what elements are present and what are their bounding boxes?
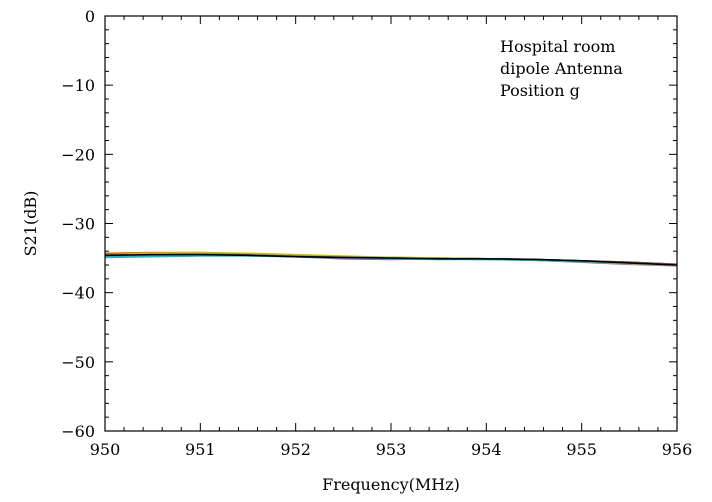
y-tick-label: 0 — [85, 7, 95, 26]
tick-layer: 950 951 952 953 954 955 956 0 −10 −20 −30 −40 −50 −60 — [61, 7, 692, 459]
y-tick-label: −50 — [61, 353, 95, 372]
x-tick-label: 956 — [662, 440, 693, 459]
x-tick-label: 954 — [471, 440, 502, 459]
annotation-line-3: Position g — [500, 81, 580, 100]
y-tick-label: −10 — [61, 76, 95, 95]
y-tick-label: −20 — [61, 145, 95, 164]
series-line-9 — [104, 253, 678, 266]
x-tick-label: 953 — [376, 440, 407, 459]
x-axis-label: Frequency(MHz) — [322, 475, 460, 494]
x-tick-label: 955 — [566, 440, 597, 459]
y-tick-label: −60 — [61, 422, 95, 441]
x-tick-label: 952 — [280, 440, 311, 459]
y-axis-label: S21(dB) — [21, 191, 40, 257]
series-layer — [104, 251, 678, 267]
y-tick-label: −40 — [61, 284, 95, 303]
y-tick-label: −30 — [61, 215, 95, 234]
plot-frame — [104, 15, 678, 432]
annotation-line-2: dipole Antenna — [500, 59, 623, 78]
x-tick-label: 950 — [90, 440, 121, 459]
annotation-line-1: Hospital room — [500, 37, 615, 56]
x-tick-label: 951 — [185, 440, 216, 459]
annotation-layer: Hospital room dipole Antenna Position g — [500, 37, 623, 100]
